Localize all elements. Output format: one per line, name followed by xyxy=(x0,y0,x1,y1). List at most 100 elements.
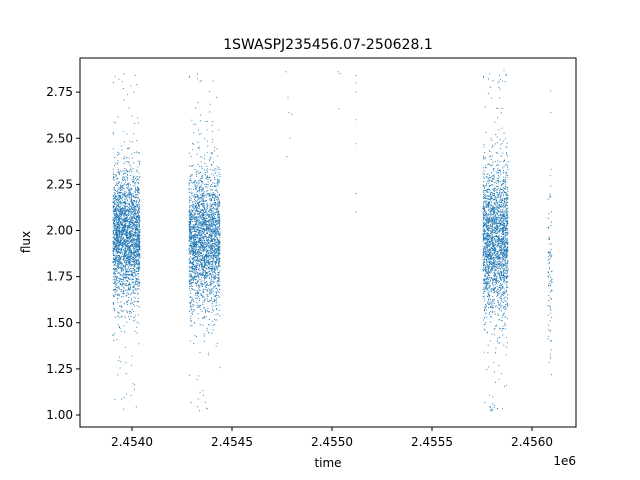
data-point xyxy=(123,239,125,241)
data-point xyxy=(137,160,139,162)
data-point xyxy=(217,183,219,185)
data-point xyxy=(118,209,120,211)
data-point xyxy=(123,260,125,262)
data-point xyxy=(112,258,114,260)
data-point xyxy=(130,268,132,270)
data-point xyxy=(128,107,130,109)
data-point xyxy=(124,257,126,259)
data-point xyxy=(112,172,114,174)
data-point xyxy=(125,196,127,198)
data-point xyxy=(193,132,195,134)
data-point xyxy=(134,282,136,284)
data-point xyxy=(189,274,191,276)
data-point xyxy=(118,279,120,281)
data-point xyxy=(203,229,205,231)
data-point xyxy=(124,221,126,223)
data-point xyxy=(138,247,140,249)
data-point xyxy=(194,230,196,233)
data-point xyxy=(208,230,210,232)
data-point xyxy=(125,224,127,226)
data-point xyxy=(130,310,132,313)
data-point xyxy=(212,228,214,231)
data-point xyxy=(207,231,209,233)
data-point xyxy=(129,168,131,170)
data-point xyxy=(204,309,207,311)
data-point xyxy=(202,243,204,245)
data-point xyxy=(134,230,136,233)
data-point xyxy=(192,206,194,208)
data-point xyxy=(194,216,196,218)
data-point xyxy=(195,107,197,109)
data-point xyxy=(126,176,128,179)
data-point xyxy=(126,217,128,219)
data-point xyxy=(194,289,196,291)
data-point xyxy=(125,170,127,172)
data-point xyxy=(133,259,135,261)
data-point xyxy=(194,242,197,244)
data-point xyxy=(120,243,122,245)
data-point xyxy=(138,222,140,224)
data-point xyxy=(134,228,136,230)
data-point xyxy=(132,202,134,205)
data-point xyxy=(201,233,203,235)
data-point xyxy=(137,210,139,212)
data-point xyxy=(125,169,128,171)
data-point xyxy=(216,209,218,211)
data-point xyxy=(130,273,132,275)
data-point xyxy=(201,156,203,158)
data-point xyxy=(125,257,128,259)
data-point xyxy=(210,255,212,257)
data-point xyxy=(135,274,137,276)
data-point xyxy=(209,281,211,283)
data-point xyxy=(197,170,199,172)
data-point xyxy=(123,212,125,214)
data-point xyxy=(198,266,200,268)
data-point xyxy=(115,265,117,267)
data-point xyxy=(195,297,197,299)
data-point xyxy=(122,227,124,229)
data-point xyxy=(190,299,192,301)
data-point xyxy=(216,148,218,150)
data-point xyxy=(217,342,219,344)
data-point xyxy=(118,220,120,222)
data-point xyxy=(114,210,117,212)
data-point xyxy=(206,244,208,246)
data-point xyxy=(126,187,128,189)
data-point xyxy=(196,153,198,155)
data-point xyxy=(119,211,121,213)
data-point xyxy=(116,254,118,256)
data-point xyxy=(124,250,126,252)
data-point xyxy=(207,187,209,189)
data-point xyxy=(123,274,125,276)
data-point xyxy=(124,266,126,268)
data-point xyxy=(137,246,139,249)
data-point xyxy=(208,270,210,272)
data-point xyxy=(200,210,202,212)
data-point xyxy=(207,193,209,195)
data-point xyxy=(125,268,127,270)
data-point xyxy=(117,208,119,210)
data-point xyxy=(114,398,116,400)
data-point xyxy=(136,251,138,253)
data-point xyxy=(210,219,212,221)
data-point xyxy=(121,398,123,400)
data-point xyxy=(216,297,218,299)
data-point xyxy=(218,224,220,226)
data-point xyxy=(134,191,136,193)
data-point xyxy=(208,256,210,259)
data-point xyxy=(194,202,196,205)
data-point xyxy=(115,279,118,281)
data-point xyxy=(193,182,195,184)
data-point xyxy=(135,151,138,153)
data-point xyxy=(203,218,205,220)
data-point xyxy=(137,234,139,236)
data-point xyxy=(115,289,117,291)
data-point xyxy=(206,327,208,329)
data-point xyxy=(212,192,214,194)
data-point xyxy=(135,272,137,274)
data-point xyxy=(205,178,207,180)
data-point xyxy=(121,171,123,173)
data-point xyxy=(121,220,123,222)
data-point xyxy=(198,410,201,412)
data-point xyxy=(203,210,205,212)
